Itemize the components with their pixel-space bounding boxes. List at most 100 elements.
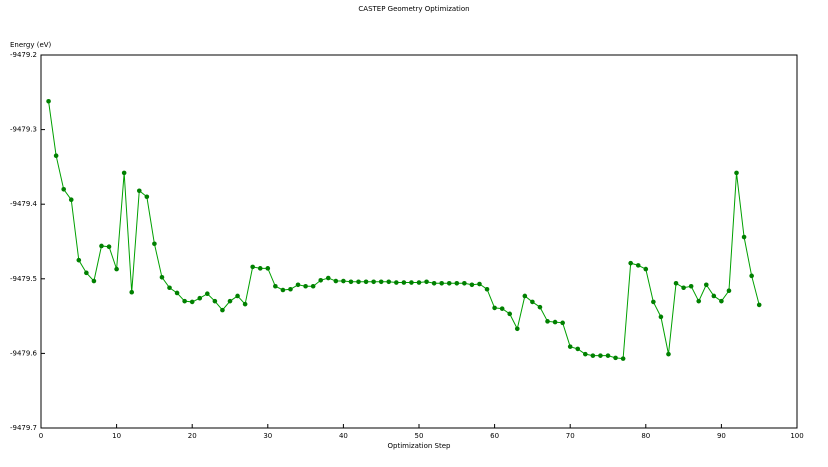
x-tick-label: 0 (39, 432, 43, 440)
point (386, 279, 392, 285)
point (711, 293, 717, 299)
point (265, 266, 271, 271)
y-tick-label: -9479.5 (10, 275, 37, 283)
point (114, 266, 119, 272)
point (530, 299, 535, 305)
point (409, 280, 414, 285)
chart-title: CASTEP Geometry Optimization (358, 5, 469, 13)
point (303, 283, 308, 289)
point (99, 243, 104, 249)
point (756, 302, 762, 308)
point (189, 299, 195, 305)
point (719, 298, 724, 304)
point (620, 356, 626, 361)
y-tick-label: -9479.4 (10, 200, 38, 208)
x-tick-label: 40 (339, 432, 348, 440)
point (242, 301, 248, 307)
y-axis-label: Energy (eV) (10, 41, 52, 49)
point (643, 266, 649, 272)
point (537, 304, 543, 310)
point (658, 314, 664, 320)
point (250, 264, 255, 270)
x-tick-label: 60 (490, 432, 499, 440)
point (378, 279, 384, 285)
point (696, 298, 702, 304)
point (46, 98, 51, 104)
point (68, 197, 74, 203)
point (552, 319, 558, 325)
point (673, 280, 679, 286)
point (318, 277, 324, 283)
point (174, 290, 180, 296)
point (416, 280, 422, 285)
y-tick-label: -9479.6 (10, 349, 38, 357)
point (439, 280, 444, 286)
point (159, 275, 165, 280)
point (295, 282, 301, 288)
x-tick-label: 80 (641, 432, 650, 440)
point (514, 326, 520, 332)
point (333, 278, 339, 284)
point (394, 280, 399, 285)
y-tick-label: -9479.7 (10, 424, 37, 432)
point (325, 275, 331, 281)
x-tick-label: 30 (263, 432, 272, 440)
point (446, 280, 452, 286)
point (76, 257, 82, 263)
x-axis-label: Optimization Step (388, 442, 451, 450)
point (431, 280, 437, 286)
point (454, 280, 460, 286)
point (734, 170, 739, 176)
point (280, 287, 286, 293)
point (424, 279, 429, 285)
point (545, 319, 550, 324)
point (212, 298, 218, 304)
point (499, 306, 505, 311)
point (129, 289, 135, 295)
point (575, 346, 581, 352)
point (288, 286, 293, 292)
point (628, 260, 633, 266)
point (84, 270, 89, 276)
point (401, 280, 407, 285)
point (726, 288, 732, 294)
series-line (48, 101, 760, 360)
point (182, 298, 187, 304)
point (235, 293, 240, 299)
point (53, 153, 59, 159)
point (205, 291, 210, 297)
point (598, 353, 603, 358)
point (681, 285, 686, 291)
point (341, 278, 346, 284)
point (167, 285, 172, 291)
point (91, 278, 97, 284)
point (469, 282, 475, 288)
point (492, 305, 497, 311)
point (651, 299, 656, 305)
point (227, 298, 233, 304)
point (560, 320, 565, 326)
point (522, 293, 528, 299)
point (583, 351, 588, 357)
point (567, 344, 573, 349)
point (703, 282, 709, 288)
point (106, 244, 112, 250)
point (477, 281, 482, 287)
point (666, 351, 671, 357)
point (197, 295, 203, 301)
x-tick-label: 70 (566, 432, 575, 440)
point (688, 283, 694, 289)
point (348, 279, 354, 285)
y-tick-label: -9479.3 (10, 126, 37, 134)
point (635, 263, 641, 268)
x-tick-label: 90 (717, 432, 726, 440)
point (749, 273, 754, 279)
point (741, 234, 747, 240)
point (61, 186, 66, 192)
point (121, 170, 127, 176)
point (356, 279, 361, 285)
point (507, 311, 513, 317)
point (144, 194, 150, 200)
